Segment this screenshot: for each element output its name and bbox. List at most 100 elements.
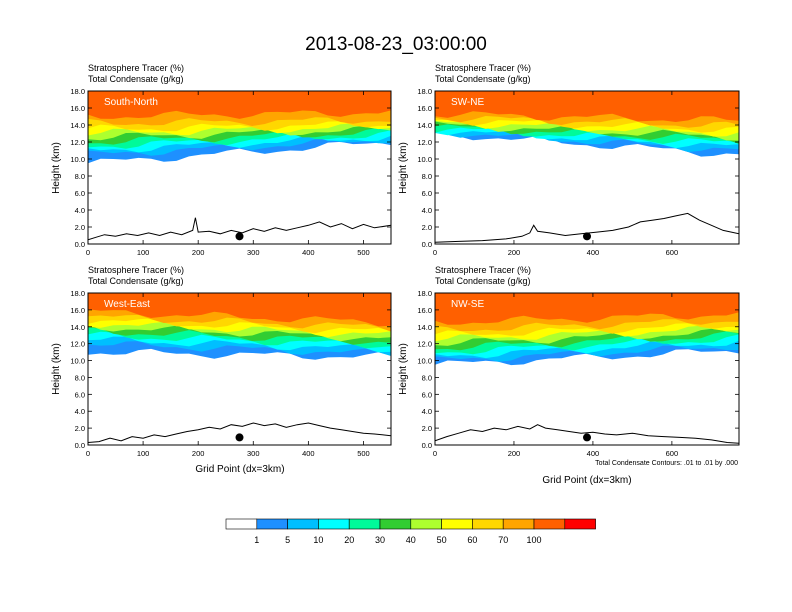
- colorbar-box: [318, 518, 350, 530]
- tracer-band-10: [88, 293, 391, 327]
- y-tick-label: 14.0: [70, 121, 85, 130]
- panel-label: South-North: [104, 97, 158, 108]
- colorbar-box: [564, 518, 596, 530]
- y-tick-label: 10.0: [70, 155, 85, 164]
- panel-header-tracer: Stratosphere Tracer (%): [88, 63, 184, 73]
- y-tick-label: 12.0: [417, 138, 432, 147]
- colorbar-label: 70: [498, 535, 508, 545]
- terrain-line: [435, 424, 739, 444]
- y-axis-label: Height (km): [51, 343, 62, 395]
- colorbar-box: [225, 518, 258, 530]
- terrain-line: [88, 422, 391, 443]
- x-axis-label: Grid Point (dx=3km): [195, 464, 284, 475]
- colorbar-box: [533, 518, 566, 530]
- y-tick-label: 4.0: [422, 206, 432, 215]
- x-tick-label: 200: [192, 248, 205, 257]
- x-tick-label: 600: [666, 248, 679, 257]
- tracer-fill: [88, 293, 391, 443]
- tracer-fill: [88, 91, 391, 241]
- colorbar-box: [256, 518, 288, 530]
- colorbar-label: 50: [437, 535, 447, 545]
- colorbar-label: 5: [285, 535, 290, 545]
- y-tick-label: 2.0: [422, 223, 432, 232]
- y-tick-label: 6.0: [422, 189, 432, 198]
- colorbar-label: 10: [313, 535, 323, 545]
- y-tick-label: 2.0: [75, 424, 85, 433]
- y-tick-label: 16.0: [417, 104, 432, 113]
- x-tick-label: 0: [86, 449, 90, 458]
- y-axis-label: Height (km): [398, 343, 409, 395]
- panel-label: NW-SE: [451, 299, 484, 310]
- y-axis-label: Height (km): [51, 142, 62, 194]
- x-tick-label: 100: [137, 248, 150, 257]
- panel-header-condensate: Total Condensate (g/kg): [88, 276, 184, 286]
- x-tick-label: 200: [508, 449, 521, 458]
- panel-header-tracer: Stratosphere Tracer (%): [88, 265, 184, 275]
- contour-note: Total Condensate Contours: .01 to .01 by…: [595, 460, 738, 467]
- y-tick-label: 10.0: [70, 357, 85, 366]
- x-tick-label: 400: [302, 449, 315, 458]
- y-tick-label: 0.0: [422, 240, 432, 249]
- x-tick-label: 0: [86, 248, 90, 257]
- colorbar-label: 1: [254, 535, 259, 545]
- plot-frame: [434, 292, 740, 446]
- colorbar-label: 60: [467, 535, 477, 545]
- x-tick-label: 0: [433, 248, 437, 257]
- tracer-fill: [435, 293, 739, 444]
- y-tick-label: 16.0: [70, 306, 85, 315]
- panel-west-east: Stratosphere Tracer (%) Total Condensate…: [51, 265, 392, 475]
- panel-label: West-East: [104, 299, 150, 310]
- y-tick-label: 12.0: [417, 340, 432, 349]
- y-tick-label: 16.0: [70, 104, 85, 113]
- y-tick-label: 0.0: [75, 441, 85, 450]
- colorbar: 1 5 10 20 30 40 50 60 70 100: [225, 518, 596, 545]
- colorbar-box: [502, 518, 535, 530]
- y-tick-label: 6.0: [75, 390, 85, 399]
- tracer-fill: [435, 91, 739, 243]
- y-tick-label: 14.0: [70, 323, 85, 332]
- terrain-line: [88, 217, 391, 241]
- plot-frame: [434, 90, 740, 245]
- panel-sw-ne: Stratosphere Tracer (%) Total Condensate…: [398, 63, 740, 257]
- x-tick-label: 400: [587, 449, 600, 458]
- y-tick-label: 4.0: [75, 407, 85, 416]
- colorbar-label: 30: [375, 535, 385, 545]
- colorbar-box: [441, 518, 473, 530]
- colorbar-box: [379, 518, 412, 530]
- y-tick-label: 8.0: [75, 373, 85, 382]
- plot-frame: [87, 90, 392, 245]
- y-tick-label: 6.0: [422, 390, 432, 399]
- y-tick-label: 18.0: [417, 289, 432, 298]
- panel-header-condensate: Total Condensate (g/kg): [88, 74, 184, 84]
- x-tick-label: 500: [357, 449, 370, 458]
- colorbar-box: [472, 518, 504, 530]
- tracer-band-10: [88, 91, 391, 119]
- y-tick-label: 2.0: [75, 223, 85, 232]
- y-tick-label: 14.0: [417, 323, 432, 332]
- plot-frame: [87, 292, 392, 446]
- panel-header-condensate: Total Condensate (g/kg): [435, 276, 531, 286]
- x-tick-label: 500: [357, 248, 370, 257]
- y-tick-label: 14.0: [417, 121, 432, 130]
- location-marker: [583, 232, 591, 241]
- location-marker: [235, 433, 244, 442]
- x-tick-label: 200: [192, 449, 205, 458]
- y-tick-label: 18.0: [70, 289, 85, 298]
- y-tick-label: 18.0: [70, 87, 85, 96]
- y-tick-label: 4.0: [75, 206, 85, 215]
- colorbar-box: [348, 518, 381, 530]
- y-tick-label: 6.0: [75, 189, 85, 198]
- y-tick-label: 4.0: [422, 407, 432, 416]
- tracer-band-10: [435, 91, 739, 122]
- x-tick-label: 400: [587, 248, 600, 257]
- panel-header-tracer: Stratosphere Tracer (%): [435, 63, 531, 73]
- panel-header-tracer: Stratosphere Tracer (%): [435, 265, 531, 275]
- x-tick-label: 300: [247, 449, 260, 458]
- y-tick-label: 0.0: [422, 441, 432, 450]
- y-tick-label: 10.0: [417, 357, 432, 366]
- y-tick-label: 8.0: [422, 172, 432, 181]
- y-tick-label: 18.0: [417, 87, 432, 96]
- y-tick-label: 8.0: [422, 373, 432, 382]
- x-axis-label: Grid Point (dx=3km): [542, 475, 631, 486]
